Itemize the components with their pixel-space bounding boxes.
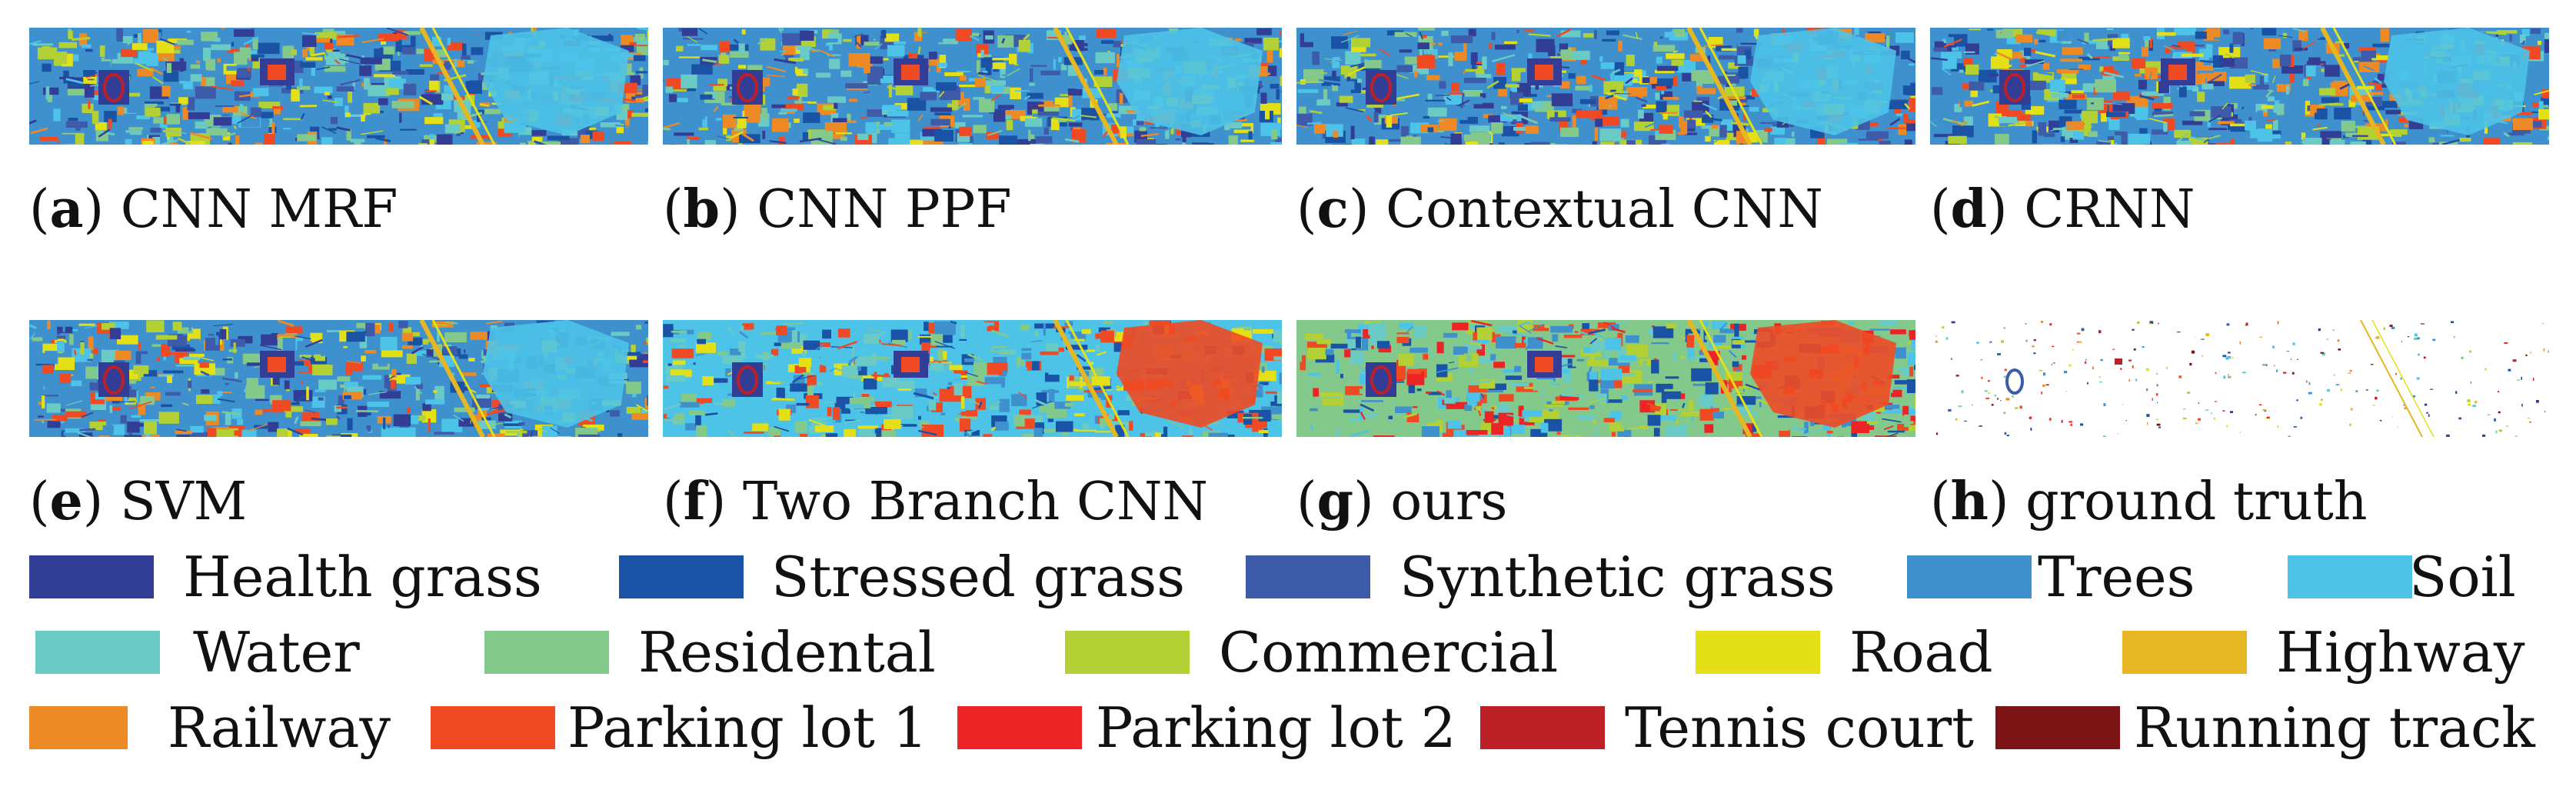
- legend-swatch: [1995, 706, 2120, 749]
- legend-swatch: [1696, 631, 1820, 674]
- legend-swatch: [29, 555, 154, 598]
- legend-label: Synthetic grass: [1399, 545, 1835, 609]
- legend-label: Health grass: [183, 545, 542, 609]
- legend-label: Stressed grass: [771, 545, 1186, 609]
- legend-swatch: [29, 706, 128, 749]
- caption-d: (d) CRNN: [1930, 178, 2195, 240]
- legend-label: Running track: [2134, 695, 2535, 760]
- legend-swatch: [2288, 555, 2412, 598]
- classification-map-b: [663, 28, 1282, 145]
- legend-swatch: [35, 631, 160, 674]
- map-panel-h: [1930, 320, 2549, 437]
- map-panel-e: [29, 320, 648, 437]
- legend-label: Parking lot 1: [567, 695, 928, 760]
- map-panel-d: [1930, 28, 2549, 145]
- map-panel-c: [1296, 28, 1915, 145]
- legend-swatch: [1480, 706, 1605, 749]
- classification-map-g: [1296, 320, 1915, 437]
- legend-label: Railway: [168, 695, 391, 760]
- legend-label: Parking lot 2: [1096, 695, 1456, 760]
- legend-swatch: [484, 631, 609, 674]
- classification-map-a: [29, 28, 648, 145]
- caption-a: (a) CNN MRF: [29, 178, 398, 240]
- legend-swatch: [1246, 555, 1370, 598]
- caption-f: (f) Two Branch CNN: [663, 471, 1208, 532]
- legend-label: Highway: [2276, 620, 2525, 685]
- caption-c: (c) Contextual CNN: [1296, 178, 1823, 240]
- classification-map-e: [29, 320, 648, 437]
- classification-map-h: [1930, 320, 2549, 437]
- legend-swatch: [1907, 555, 2032, 598]
- legend-swatch: [2122, 631, 2247, 674]
- legend-label: Tennis court: [1625, 695, 1975, 760]
- legend-label: Residental: [638, 620, 936, 685]
- legend-swatch: [1065, 631, 1190, 674]
- caption-e: (e) SVM: [29, 471, 248, 532]
- classification-map-c: [1296, 28, 1915, 145]
- map-panel-a: [29, 28, 648, 145]
- caption-g: (g) ours: [1296, 471, 1508, 532]
- legend-label: Water: [193, 620, 360, 685]
- map-panel-b: [663, 28, 1282, 145]
- legend-label: Road: [1849, 620, 1993, 685]
- map-panel-g: [1296, 320, 1915, 437]
- legend-swatch: [619, 555, 744, 598]
- classification-map-f: [663, 320, 1282, 437]
- caption-b: (b) CNN PPF: [663, 178, 1012, 240]
- caption-h: (h) ground truth: [1930, 471, 2368, 532]
- legend-label: Commercial: [1219, 620, 1559, 685]
- map-panel-f: [663, 320, 1282, 437]
- legend-swatch: [957, 706, 1082, 749]
- legend-swatch: [431, 706, 555, 749]
- classification-map-d: [1930, 28, 2549, 145]
- legend-label: Soil: [2409, 545, 2516, 609]
- legend-label: Trees: [2038, 545, 2195, 609]
